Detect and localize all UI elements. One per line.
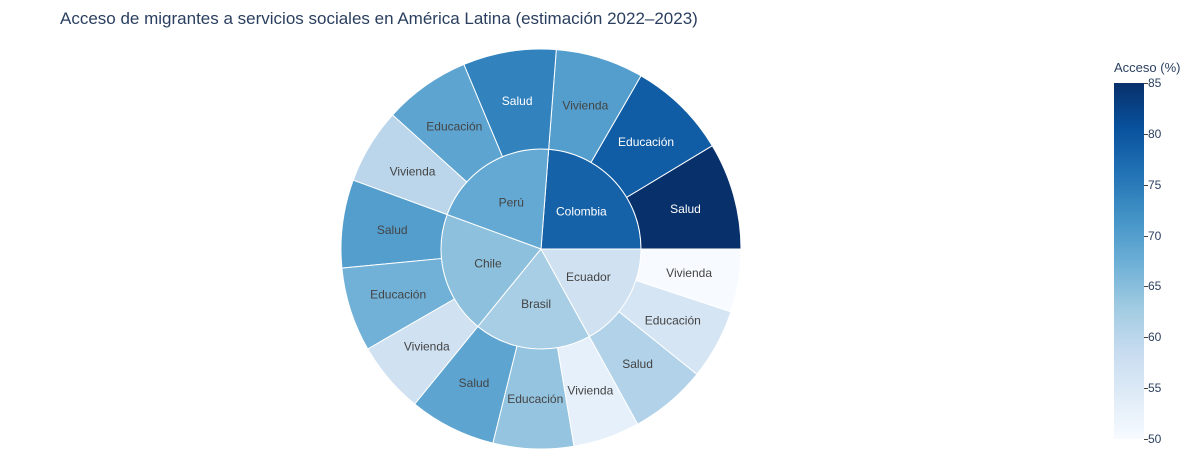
sector-chile-educacion-label: Educación — [370, 288, 426, 302]
sector-chile-label: Chile — [474, 257, 502, 271]
sunburst-labels: Colombia Salud Educación Vivienda Perú Salud E… — [370, 94, 712, 406]
sector-ecuador-educacion-label: Educación — [645, 314, 701, 328]
colorbar-tick-mark — [1144, 235, 1148, 237]
sector-ecuador-vivienda[interactable] — [635, 248, 742, 313]
sector-ecuador-salud-label: Salud — [622, 357, 653, 371]
sector-colombia-salud-label: Salud — [670, 202, 701, 216]
colorbar-tick-label: 85 — [1148, 76, 1162, 90]
sector-ecuador-label: Ecuador — [566, 270, 611, 284]
colorbar-tick-mark — [1144, 388, 1148, 390]
colorbar-tick-mark — [1144, 83, 1148, 84]
colorbar-tick-mark — [1144, 439, 1148, 440]
sector-ecuador-vivienda-label: Vivienda — [666, 266, 712, 280]
colorbar-tick-mark — [1144, 286, 1148, 288]
sunburst-sectors — [340, 48, 742, 450]
sector-peru-educacion-label: Educación — [426, 120, 482, 134]
sector-peru-label: Perú — [499, 196, 524, 210]
colorbar-tick-label: 75 — [1148, 177, 1162, 192]
sector-brasil-label: Brasil — [521, 297, 551, 311]
sector-brasil-educacion-label: Educación — [507, 392, 563, 406]
sector-peru-vivienda-label: Vivienda — [390, 165, 436, 179]
colorbar-title: Acceso (%) — [1114, 60, 1181, 75]
chart-title: Acceso de migrantes a servicios sociales… — [60, 9, 698, 28]
colorbar-tick-mark — [1144, 184, 1148, 186]
colorbar-tick-label: 55 — [1148, 381, 1162, 396]
colorbar — [1114, 83, 1144, 439]
colorbar-tick-mark — [1144, 337, 1148, 339]
sector-brasil-salud-label: Salud — [459, 376, 490, 390]
colorbar-tick-label: 65 — [1148, 279, 1162, 294]
sector-colombia-label: Colombia — [556, 205, 607, 219]
sector-brasil-vivienda-label: Vivienda — [567, 384, 613, 398]
sector-chile-vivienda-label: Vivienda — [404, 339, 450, 353]
sector-colombia-vivienda-label: Vivienda — [562, 99, 608, 113]
sector-peru-salud-label: Salud — [502, 94, 533, 108]
colorbar-tick-label: 70 — [1148, 228, 1162, 243]
colorbar-tick-label: 60 — [1148, 330, 1162, 345]
colorbar-tick-label: 80 — [1148, 126, 1162, 141]
sector-colombia-educacion-label: Educación — [618, 135, 674, 149]
sector-chile-salud-label: Salud — [377, 223, 408, 237]
colorbar-tick-label: 50 — [1148, 432, 1162, 446]
colorbar-tick-mark — [1144, 133, 1148, 135]
